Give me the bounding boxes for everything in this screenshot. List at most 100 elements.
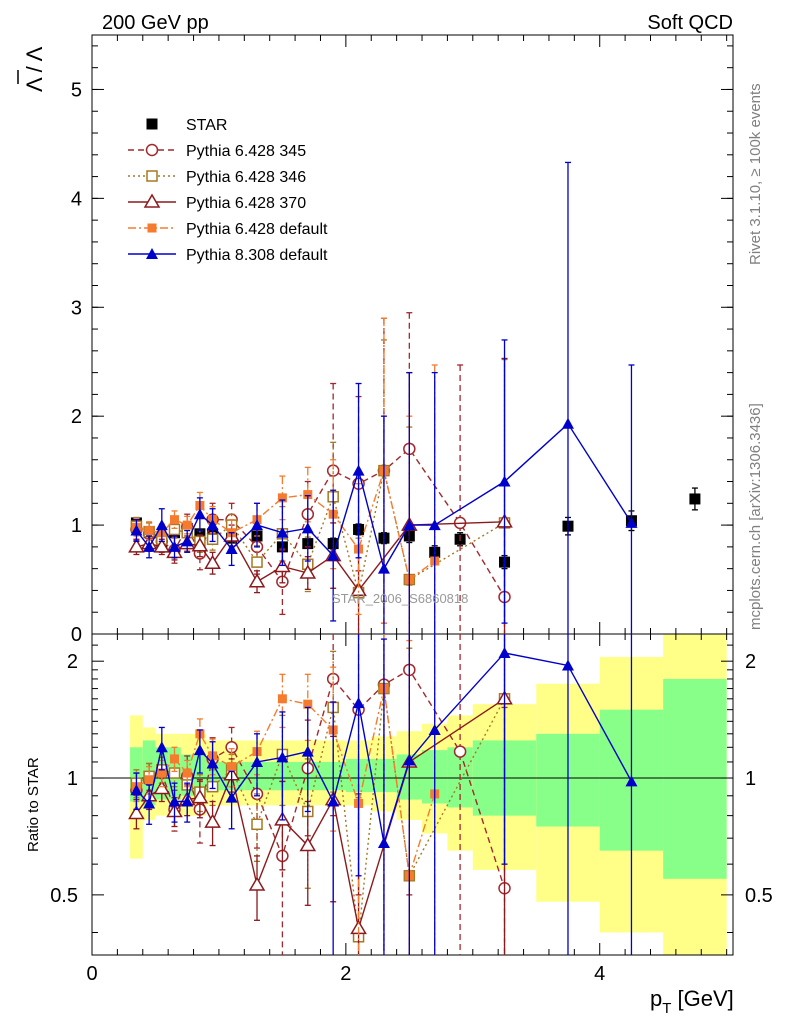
x-axis-label: pT [GeV] <box>650 986 734 1017</box>
x-tick-label: 0 <box>86 963 97 985</box>
data-point <box>204 813 221 828</box>
legend-entry-p370: Pythia 6.428 370 <box>128 193 306 212</box>
legend-marker <box>147 223 157 233</box>
y-tick-label-ratio-right: 0.5 <box>745 885 773 907</box>
data-point <box>170 754 180 764</box>
legend-label: Pythia 6.428 345 <box>186 143 306 160</box>
axes-frame <box>91 633 734 956</box>
data-point <box>153 779 171 795</box>
y-tick-label-ratio: 1 <box>67 768 78 790</box>
data-point <box>182 520 192 530</box>
data-point <box>251 755 264 767</box>
data-point <box>403 519 416 531</box>
band-inner-bin <box>663 678 727 879</box>
legend-marker <box>146 118 158 130</box>
data-point <box>181 795 194 807</box>
legend-marker <box>146 170 158 182</box>
data-point <box>144 526 154 536</box>
data-point <box>191 537 209 552</box>
header-right: Soft QCD <box>647 12 733 34</box>
data-point <box>299 564 317 579</box>
series-line <box>136 468 436 581</box>
data-point <box>144 775 154 785</box>
data-point <box>303 490 313 500</box>
data-point <box>155 741 168 753</box>
svg-text:pT [GeV]: pT [GeV] <box>650 986 734 1017</box>
data-point <box>352 697 365 709</box>
data-point <box>301 745 314 757</box>
data-point <box>689 493 701 505</box>
data-point <box>170 515 180 525</box>
series-p8def-ratio <box>130 634 638 955</box>
data-point <box>377 562 390 574</box>
ratio-axis-label: Ratio to STAR <box>25 757 42 852</box>
y-tick-label-main: 4 <box>71 188 82 210</box>
data-point <box>143 540 156 552</box>
data-point <box>143 797 156 809</box>
legend-entry-star: STAR <box>146 117 227 134</box>
ratio-series-layer <box>128 634 638 955</box>
data-point <box>168 795 181 807</box>
side-note-rivet: Rivet 3.1.10, ≥ 100k events <box>747 83 764 265</box>
series-line <box>136 688 436 876</box>
side-note-mcplots: mcplots.cern.ch [arXiv:1306.3436] <box>747 403 764 630</box>
ylabel-lambda: Λ <box>22 46 47 61</box>
series-line <box>136 470 505 593</box>
xlabel-unit: [GeV] <box>671 986 733 1011</box>
legend-marker <box>143 193 161 208</box>
data-point <box>428 723 441 735</box>
analysis-id: STAR_2006_S6860818 <box>332 591 468 606</box>
data-point <box>181 535 194 547</box>
ylabel-separator: / <box>22 61 47 78</box>
y-tick-label-main: 2 <box>71 406 82 428</box>
data-point <box>251 818 263 831</box>
data-point <box>277 493 287 503</box>
data-point <box>225 543 238 555</box>
legend-entry-p8def: Pythia 8.308 default <box>128 247 328 264</box>
data-point <box>157 768 167 778</box>
data-point <box>204 554 221 569</box>
legend-entry-p345: Pythia 6.428 345 <box>128 143 306 160</box>
legend-label: STAR <box>186 117 227 134</box>
data-point <box>153 538 171 553</box>
data-point <box>206 757 219 769</box>
data-point <box>194 528 206 540</box>
xlabel-p: p <box>650 986 662 1011</box>
data-point <box>128 805 145 820</box>
legend-entry-p6def: Pythia 6.428 default <box>128 221 328 238</box>
series-line <box>135 668 506 889</box>
data-point <box>498 475 511 487</box>
svg-text:Λ / Λ: Λ / Λ <box>22 46 47 92</box>
data-point <box>248 573 266 588</box>
y-tick-label-main: 1 <box>71 515 82 537</box>
data-point <box>168 540 181 552</box>
x-tick-label: 2 <box>340 963 351 985</box>
data-point <box>561 417 574 429</box>
y-tick-label-main: 5 <box>71 79 82 101</box>
ylabel-bar-lambda: Λ <box>22 77 47 92</box>
series-p345 <box>130 312 511 634</box>
data-point <box>251 556 263 568</box>
legend-label: Pythia 6.428 346 <box>186 169 306 186</box>
data-point <box>561 659 574 671</box>
data-point <box>276 526 289 538</box>
legend-marker <box>146 248 158 259</box>
data-point <box>248 876 266 891</box>
data-point <box>377 837 390 849</box>
data-point <box>130 524 143 536</box>
y-axis-label-main: Λ / Λ <box>17 46 47 92</box>
data-point <box>276 751 289 763</box>
legend-label: Pythia 8.308 default <box>186 247 328 264</box>
main-axes: 0 1 2 3 4 5 <box>71 34 734 646</box>
data-point <box>227 762 237 772</box>
data-point <box>352 464 365 476</box>
y-tick-label-ratio: 0.5 <box>50 885 78 907</box>
legend-marker <box>145 143 159 157</box>
data-point <box>193 508 206 520</box>
main-series-layer <box>128 161 701 634</box>
data-point <box>327 795 340 807</box>
legend-entry-p346: Pythia 6.428 346 <box>128 169 306 186</box>
data-point <box>299 837 317 852</box>
header-left: 200 GeV pp <box>102 12 209 34</box>
